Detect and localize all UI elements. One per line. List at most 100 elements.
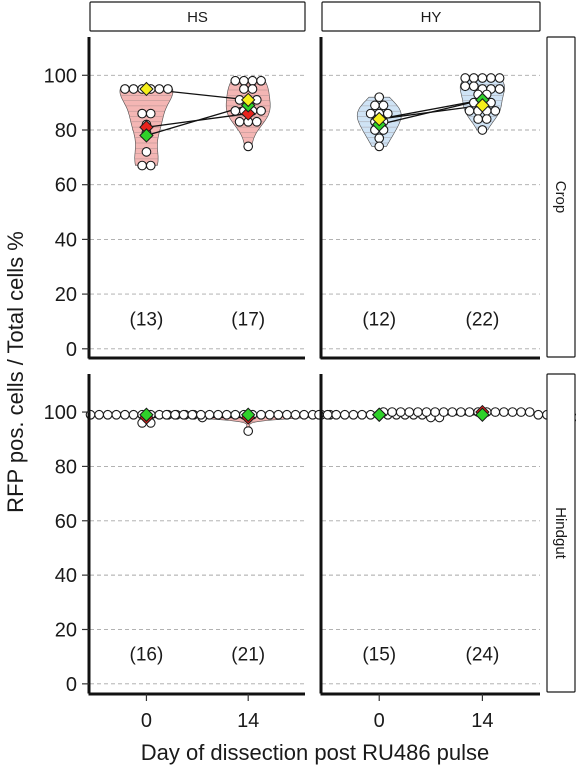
data-point-hindgut-hy-day-0 (322, 409, 333, 420)
data-point-crop-hy-day-0 (370, 100, 380, 111)
y-tick-label-crop: 20 (55, 284, 77, 306)
data-point-crop-hy-day-14 (477, 73, 488, 83)
data-point-crop-hy-day-14 (494, 73, 505, 83)
strip-label-hindgut: Hindgut (552, 507, 569, 560)
mean-marker-layer (139, 81, 490, 425)
data-point-hindgut-hy-day-0 (348, 409, 359, 420)
data-point-hindgut-hs-day-14 (282, 409, 292, 420)
y-tick-label-crop: 100 (44, 65, 77, 87)
mean-line-crop-hy-red (379, 99, 483, 120)
x-tick-label-hs-0: 0 (141, 710, 152, 732)
data-point-hindgut-hs-day-14 (264, 409, 275, 420)
data-point-hindgut-hy-day-0 (357, 409, 367, 420)
data-point-hindgut-hy-day-14 (413, 407, 423, 417)
violin-rulings-crop-hs-day-14 (226, 84, 271, 144)
data-point-hindgut-hy-day-14 (533, 409, 544, 420)
violin-rulings-crop-hy-day-0 (357, 100, 402, 144)
data-point-crop-hs-day-14 (251, 116, 262, 127)
mean-marker-hindgut-hs-green-day-14 (240, 407, 256, 422)
data-point-crop-hs-day-0 (145, 108, 156, 119)
data-point-crop-hy-day-0 (374, 92, 385, 103)
data-point-crop-hs-day-0 (145, 160, 156, 171)
data-point-hindgut-hy-day-14 (464, 407, 475, 417)
data-point-crop-hs-day-0 (120, 84, 130, 94)
y-tick-label-crop: 80 (55, 120, 77, 142)
data-point-hindgut-hy-day-14 (456, 407, 466, 417)
x-axis-title: Day of dissection post RU486 pulse (141, 740, 490, 765)
label-layer: (13) (17) (12) (22) (16) (21) (15) (24) (130, 310, 500, 666)
data-point-crop-hs-day-0 (141, 147, 152, 157)
data-point-hindgut-hy-day-14 (387, 407, 397, 417)
mean-marker-crop-hs-green-day-0 (139, 128, 154, 143)
mean-marker-crop-hs-yellow-day-14 (240, 92, 256, 108)
mean-marker-hindgut-hs-green-day-0 (139, 407, 154, 422)
data-point-hindgut-hs-day-0 (102, 409, 113, 420)
data-point-crop-hs-day-14 (256, 105, 266, 116)
data-point-hindgut-hs-day-14 (178, 409, 189, 420)
data-point-hindgut-hs-day-14 (187, 409, 198, 420)
data-point-hindgut-hy-day-14 (395, 407, 406, 417)
data-point-crop-hs-day-0 (163, 84, 173, 94)
data-point-hindgut-hy-day-14 (507, 407, 518, 417)
data-point-crop-hs-day-0 (154, 84, 165, 94)
count-label-crop-hs-day-14: (17) (231, 310, 265, 331)
count-label-hindgut-hy-day-14: (24) (466, 645, 500, 666)
data-point-hindgut-hs-day-0 (94, 409, 104, 420)
mean-marker-crop-hs-yellow-day-0 (139, 81, 154, 97)
data-point-crop-hy-day-14 (477, 125, 488, 135)
data-point-hindgut-hy-day-14 (438, 407, 449, 417)
strip-hy (321, 1, 541, 32)
y-tick-label-hindgut: 100 (44, 402, 77, 424)
count-label-hindgut-hy-day-0: (15) (362, 645, 396, 666)
data-point-crop-hy-day-14 (468, 73, 479, 83)
x-tick-label-hs-14: 14 (237, 710, 259, 732)
data-point-hindgut-hs-day-14 (213, 409, 223, 420)
data-point-hindgut-hs-day-14 (170, 409, 180, 420)
data-point-hindgut-hs-day-14 (273, 409, 284, 420)
data-point-crop-hy-day-14 (460, 73, 471, 83)
data-point-crop-hs-day-0 (137, 108, 147, 119)
data-point-crop-hy-day-0 (382, 108, 393, 119)
data-point-hindgut-hs-day-14 (196, 409, 206, 420)
strip-layer: HS HY Crop Hindgut (89, 1, 576, 693)
data-point-hindgut-hs-day-14 (243, 426, 254, 436)
data-point-hindgut-hy-day-14 (516, 407, 526, 417)
count-label-hindgut-hs-day-14: (21) (231, 645, 265, 666)
data-point-hindgut-hy-day-14 (447, 407, 458, 417)
data-point-hindgut-hy-day-14 (499, 407, 509, 417)
data-point-hindgut-hs-day-0 (128, 409, 139, 420)
count-label-crop-hy-day-14: (22) (466, 310, 500, 331)
data-point-hindgut-hs-day-14 (221, 409, 232, 420)
strip-label-hy: HY (421, 9, 442, 26)
data-point-crop-hy-day-14 (464, 105, 475, 116)
data-point-hindgut-hs-day-14 (290, 409, 301, 420)
data-point-crop-hy-day-14 (486, 73, 496, 83)
y-tick-label-hindgut: 20 (55, 619, 77, 641)
mean-line-crop-hy-yellow (379, 104, 483, 120)
point-layer (85, 73, 576, 436)
data-point-crop-hy-day-0 (365, 108, 376, 119)
strip-label-hs: HS (187, 9, 208, 26)
strip-label-crop: Crop (552, 181, 569, 214)
data-point-hindgut-hs-day-0 (120, 409, 130, 420)
strip-hindgut (546, 373, 576, 693)
data-point-crop-hy-day-0 (374, 141, 385, 152)
grid-layer (90, 74, 540, 685)
x-tick-label-hy-0: 0 (374, 710, 385, 732)
data-point-hindgut-hy-day-0 (339, 409, 350, 420)
mean-line-layer (146, 88, 483, 419)
data-point-hindgut-hy-day-14 (404, 407, 415, 417)
mean-marker-crop-hy-yellow-day-0 (372, 111, 387, 127)
x-tick-label-hy-14: 14 (471, 710, 493, 732)
y-tick-label-hindgut: 60 (55, 511, 77, 533)
data-point-crop-hy-day-14 (490, 105, 501, 116)
data-point-crop-hy-day-14 (473, 114, 483, 124)
data-point-hindgut-hs-day-14 (161, 409, 172, 420)
data-point-crop-hs-day-14 (230, 75, 241, 86)
data-point-crop-hs-day-14 (230, 105, 241, 116)
data-point-crop-hs-day-0 (128, 84, 139, 94)
mean-marker-crop-hy-yellow-day-14 (475, 98, 490, 113)
data-point-hindgut-hs-day-14 (256, 409, 266, 420)
data-point-crop-hs-day-14 (243, 141, 254, 152)
